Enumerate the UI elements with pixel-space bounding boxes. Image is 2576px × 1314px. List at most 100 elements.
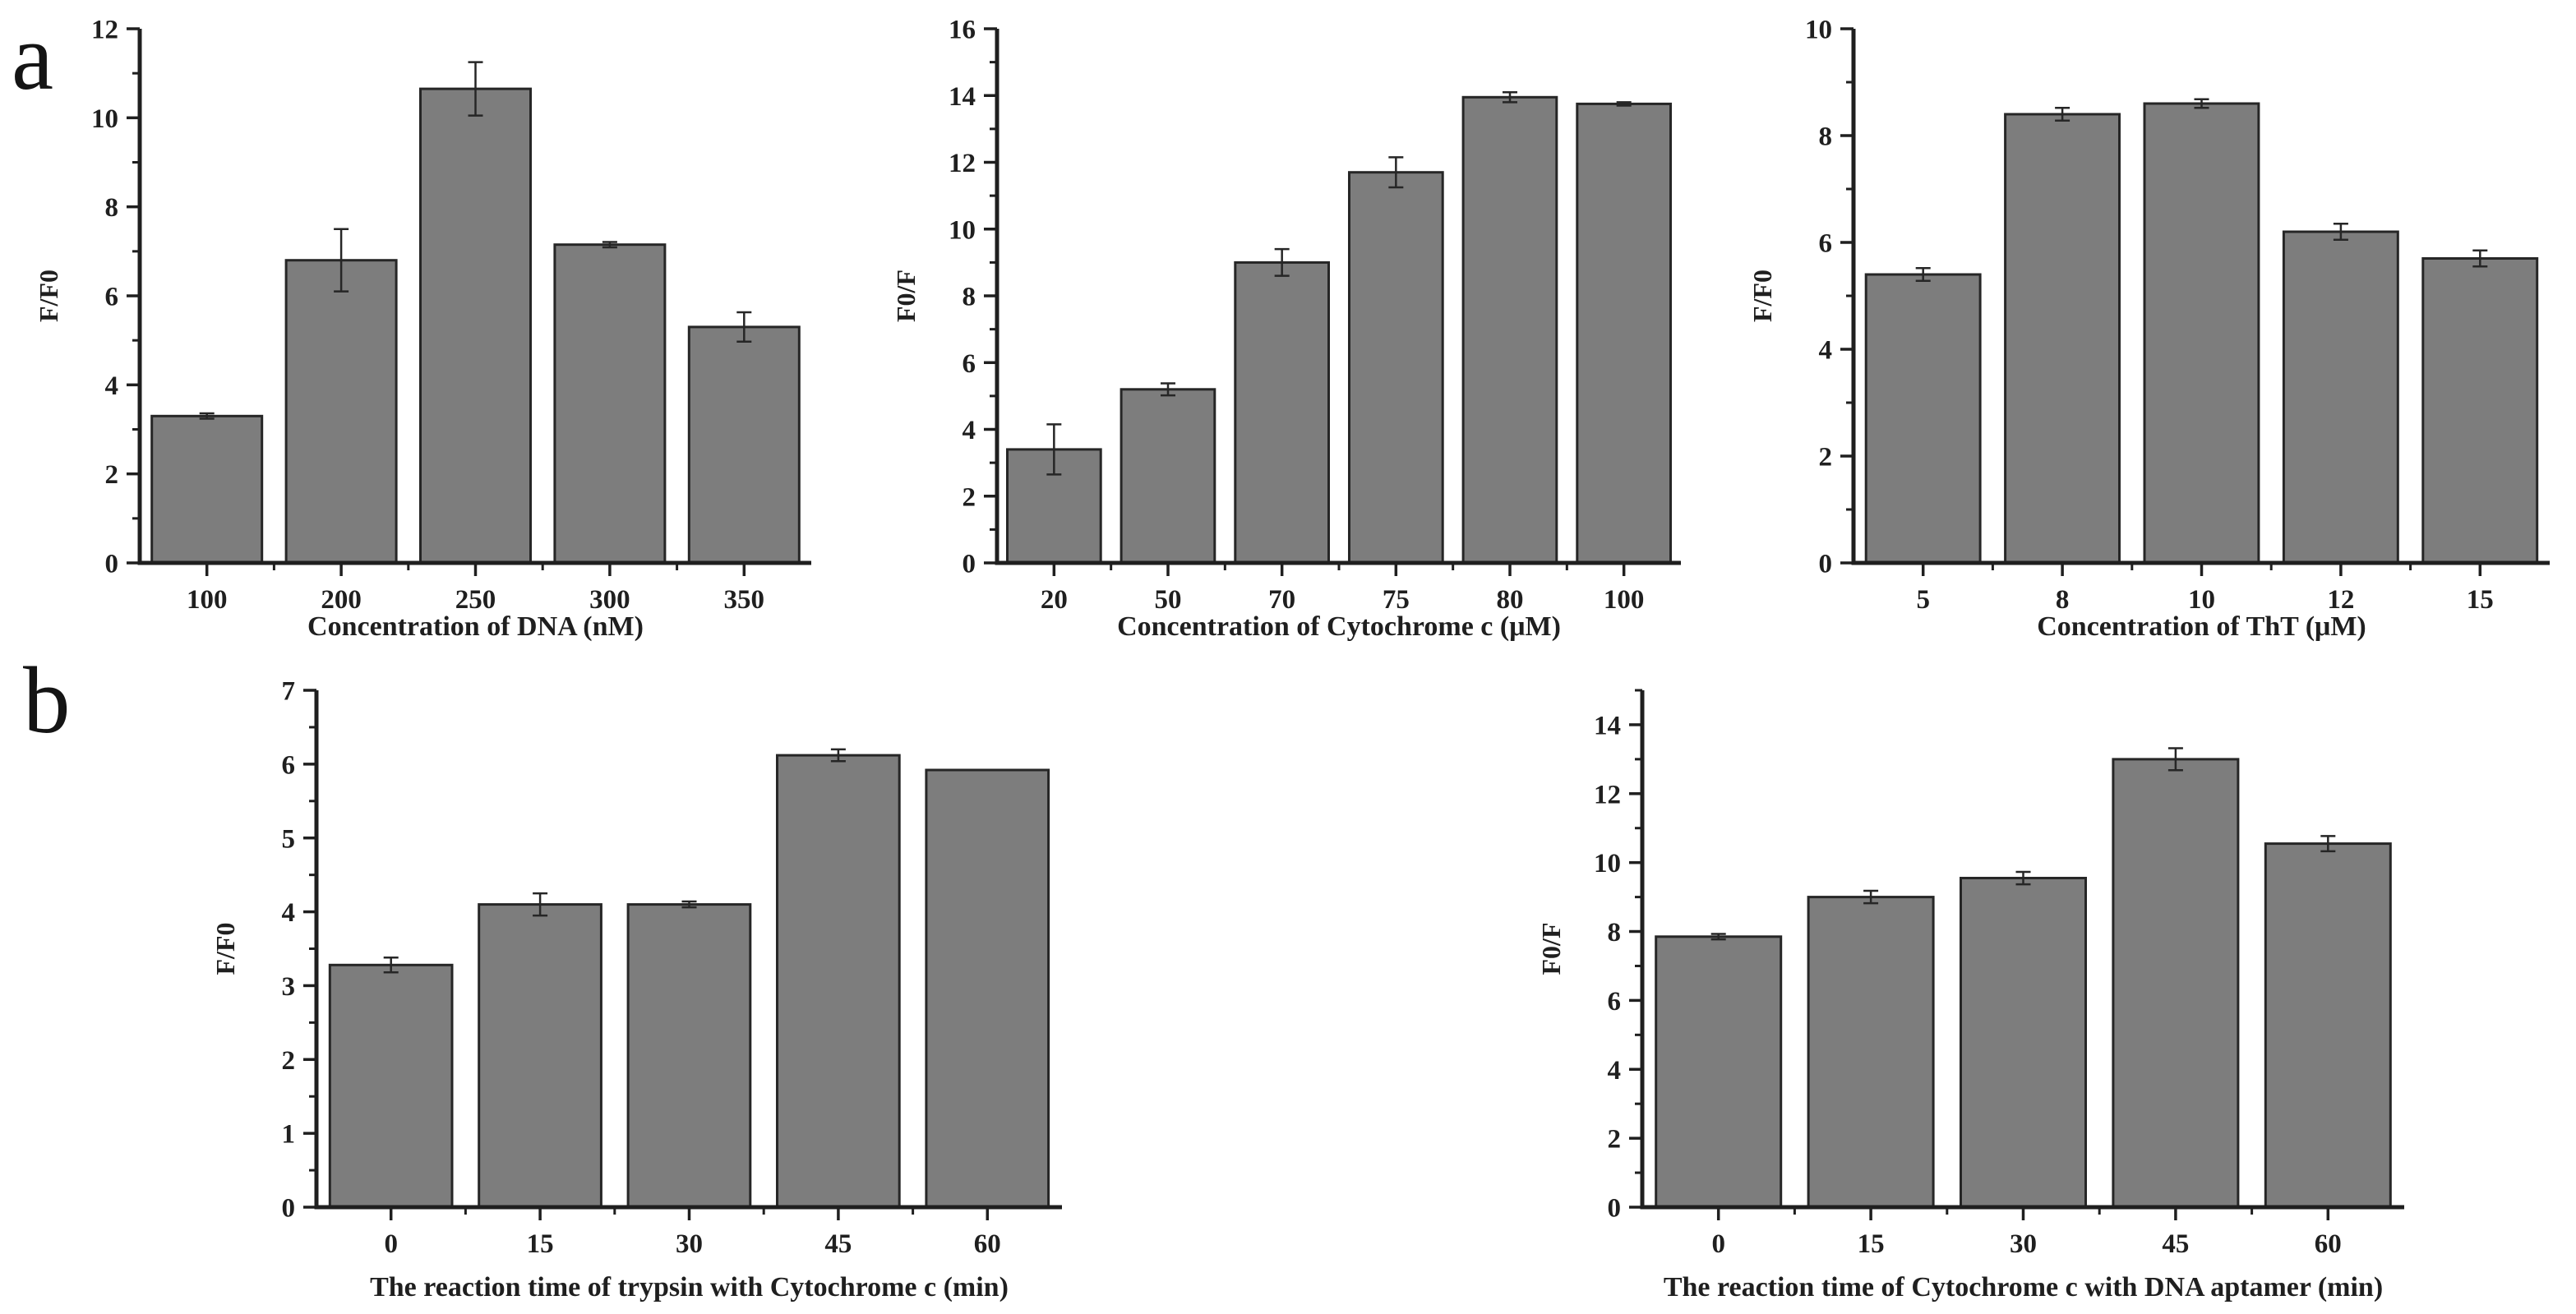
x-tick-label: 100 xyxy=(1604,585,1645,615)
y-tick-label: 0 xyxy=(1819,550,1833,579)
bar xyxy=(328,963,454,1209)
x-tick-label: 15 xyxy=(527,1229,554,1259)
chart-dna-concentration: 0 2 4 6 8 10 12 100 200 250 300 350 Concentration of… xyxy=(16,4,834,653)
y-tick-label: 6 xyxy=(963,349,976,379)
x-axis-label: The reaction time of trypsin with Cytoch… xyxy=(370,1272,1009,1302)
x-axis-label: The reaction time of Cytochrome c with D… xyxy=(1664,1272,2383,1302)
y-tick-label: 8 xyxy=(963,283,976,312)
bar xyxy=(1960,877,2087,1209)
x-tick-label: 70 xyxy=(1268,585,1295,615)
y-tick-label: 2 xyxy=(1608,1125,1622,1155)
y-tick-label: 5 xyxy=(282,824,296,854)
y-axis-label: F/F0 xyxy=(34,270,63,322)
chart-cytochrome-svg: 0 2 4 6 8 10 12 14 16 20 50 70 75 80 100 Concentration … xyxy=(891,16,1681,642)
y-tick-label: 7 xyxy=(282,677,296,707)
bar xyxy=(1348,171,1444,565)
y-tick-label: 6 xyxy=(105,283,119,312)
bar xyxy=(284,259,398,565)
y-tick-label: 10 xyxy=(91,104,118,134)
chart-tht-concentration: 0 2 4 6 8 10 5 8 10 12 15 Concentration of ThT (μM)… xyxy=(1730,4,2573,653)
x-tick-label: 250 xyxy=(455,585,496,615)
plot-area: 0 2 4 6 8 10 5 8 10 12 15 xyxy=(1805,16,2550,615)
x-tick-label: 0 xyxy=(384,1229,398,1259)
bar xyxy=(553,243,667,565)
x-tick-label: 0 xyxy=(1711,1229,1725,1259)
bar xyxy=(1119,388,1216,565)
bar xyxy=(687,325,801,565)
y-tick-label: 6 xyxy=(1819,229,1833,259)
x-axis-label: Concentration of Cytochrome c (μM) xyxy=(1117,611,1561,642)
chart-aptamer-reaction-time: 0 2 4 6 8 10 12 14 0 15 30 45 60 The reaction time of… xyxy=(1519,662,2427,1314)
x-tick-label: 45 xyxy=(824,1229,852,1259)
bar xyxy=(478,903,602,1209)
y-tick-label: 0 xyxy=(105,550,119,579)
x-tick-label: 45 xyxy=(2162,1229,2189,1259)
y-tick-label: 2 xyxy=(1819,443,1833,473)
y-tick-label: 6 xyxy=(1608,987,1622,1017)
y-tick-label: 2 xyxy=(963,482,976,512)
x-tick-label: 60 xyxy=(974,1229,1001,1259)
x-tick-label: 5 xyxy=(1916,585,1930,615)
y-tick-label: 3 xyxy=(282,972,296,1002)
y-tick-label: 12 xyxy=(91,16,118,45)
x-tick-label: 20 xyxy=(1041,585,1068,615)
plot-area: 0 2 4 6 8 10 12 14 16 20 50 70 75 80 100 xyxy=(949,16,1681,615)
bar xyxy=(1655,935,1783,1209)
bar xyxy=(776,754,901,1209)
panel-label-a: a xyxy=(12,5,54,109)
bar xyxy=(2112,758,2240,1209)
x-axis-label: Concentration of DNA (nM) xyxy=(307,611,644,642)
bar xyxy=(2264,842,2392,1209)
y-tick-label: 8 xyxy=(1819,122,1833,152)
x-tick-label: 300 xyxy=(589,585,630,615)
y-tick-label: 4 xyxy=(963,416,976,445)
chart-dna-svg: 0 2 4 6 8 10 12 100 200 250 300 350 Concentration of… xyxy=(34,16,811,642)
bar xyxy=(419,87,532,565)
x-tick-label: 8 xyxy=(2056,585,2070,615)
y-tick-label: 10 xyxy=(1594,849,1621,878)
x-tick-label: 30 xyxy=(2010,1229,2037,1259)
y-axis-label: F0/F xyxy=(1536,923,1566,975)
x-axis-label: Concentration of ThT (μM) xyxy=(2037,611,2366,642)
bar xyxy=(2421,257,2539,565)
y-axis-label: F0/F xyxy=(891,270,921,322)
x-tick-label: 30 xyxy=(676,1229,703,1259)
y-tick-label: 14 xyxy=(1594,711,1621,740)
bar xyxy=(1461,95,1558,565)
x-tick-label: 15 xyxy=(1858,1229,1885,1259)
y-tick-label: 10 xyxy=(1805,16,1832,45)
y-tick-label: 12 xyxy=(949,149,976,178)
chart-trypsin-reaction-time: 0 1 2 3 4 5 6 7 0 15 30 45 60 The reaction time of tr… xyxy=(193,662,1085,1314)
x-tick-label: 50 xyxy=(1155,585,1182,615)
y-axis-label: F/F0 xyxy=(210,923,240,975)
bar xyxy=(1234,260,1330,565)
y-tick-label: 8 xyxy=(1608,918,1622,947)
x-tick-label: 100 xyxy=(187,585,228,615)
y-tick-label: 4 xyxy=(105,371,119,401)
x-tick-label: 15 xyxy=(2467,585,2494,615)
x-tick-label: 60 xyxy=(2315,1229,2342,1259)
x-tick-label: 80 xyxy=(1497,585,1524,615)
y-tick-label: 16 xyxy=(949,16,976,45)
y-tick-label: 4 xyxy=(1819,336,1833,366)
y-axis-label: F/F0 xyxy=(1747,270,1777,322)
bar xyxy=(2143,102,2260,565)
chart-cytochrome-concentration: 0 2 4 6 8 10 12 14 16 20 50 70 75 80 100 Concentration … xyxy=(874,4,1704,653)
bar xyxy=(626,903,752,1209)
y-tick-label: 4 xyxy=(1608,1056,1622,1086)
plot-area: 0 2 4 6 8 10 12 100 200 250 300 350 xyxy=(91,16,811,615)
x-tick-label: 12 xyxy=(2327,585,2354,615)
bar xyxy=(925,768,1050,1209)
x-tick-label: 200 xyxy=(321,585,362,615)
y-tick-label: 1 xyxy=(282,1120,296,1150)
y-tick-label: 0 xyxy=(963,550,976,579)
x-tick-label: 350 xyxy=(724,585,765,615)
bar xyxy=(1576,102,1672,565)
y-tick-label: 2 xyxy=(282,1046,296,1076)
y-tick-label: 0 xyxy=(1608,1194,1622,1224)
x-tick-label: 75 xyxy=(1383,585,1410,615)
y-tick-label: 6 xyxy=(282,750,296,780)
y-tick-label: 12 xyxy=(1594,780,1621,809)
